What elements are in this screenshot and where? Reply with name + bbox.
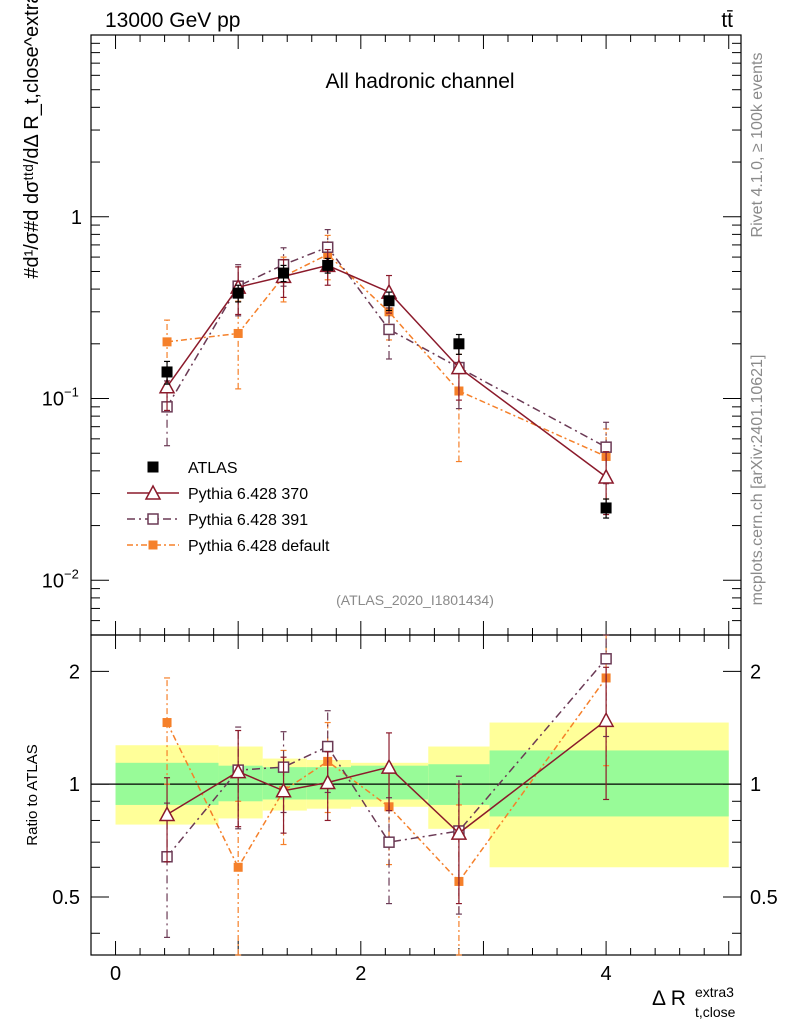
mcplots-label: mcplots.cern.ch [arXiv:2401.10621] bbox=[749, 355, 766, 606]
data-point bbox=[384, 837, 394, 847]
main-y-tick-label: 1 bbox=[71, 207, 82, 229]
legend: ATLAS Pythia 6.428 370 Pythia 6.428 391 Pyt… bbox=[127, 460, 330, 555]
x-axis-label: Δ R extra3 t,close bbox=[652, 984, 736, 1020]
data-point bbox=[163, 718, 172, 727]
ratio-y-tick-label-right: 0.5 bbox=[750, 887, 778, 909]
data-point bbox=[162, 366, 173, 377]
process-label: tt̄ bbox=[721, 9, 733, 32]
ratio-ylabel: Ratio to ATLAS bbox=[24, 744, 41, 845]
legend-entry-atlas: ATLAS bbox=[148, 460, 238, 477]
x-label-sup: extra3 bbox=[695, 984, 734, 1000]
legend-marker bbox=[148, 514, 158, 524]
x-tick-label: 4 bbox=[601, 963, 612, 985]
data-point bbox=[601, 654, 611, 664]
ratio-panel: 0 2 4 0.5 0.5 1 1 2 2 bbox=[52, 635, 778, 985]
uncertainty-band-inner bbox=[490, 750, 729, 816]
data-point bbox=[278, 268, 289, 279]
main-ylabel-text: #d¹/σ#d dσᵗᵗᵈ/dΔ R_t,close^extra3 bbox=[21, 0, 43, 279]
legend-entry-p391: Pythia 6.428 391 bbox=[127, 512, 308, 529]
legend-entry-pdef: Pythia 6.428 default bbox=[127, 538, 330, 555]
analysis-id: (ATLAS_2020_I1801434) bbox=[336, 592, 494, 608]
legend-marker bbox=[149, 541, 158, 550]
x-label-sub: t,close bbox=[695, 1004, 736, 1020]
x-tick-label: 2 bbox=[355, 963, 366, 985]
rivet-label: Rivet 4.1.0, ≥ 100k events bbox=[749, 53, 766, 238]
data-point bbox=[453, 338, 464, 349]
chart-figure: 13000 GeV pp tt̄ Rivet 4.1.0, ≥ 100k eve… bbox=[0, 0, 786, 1024]
data-point bbox=[234, 863, 243, 872]
main-y-tick-exponent: −2 bbox=[64, 566, 79, 581]
series-atlas bbox=[162, 258, 612, 518]
ratio-y-tick-label-right: 1 bbox=[750, 774, 761, 796]
data-point bbox=[384, 324, 394, 334]
main-y-tick-label: 10 bbox=[42, 389, 64, 411]
data-point bbox=[163, 337, 172, 346]
data-point bbox=[322, 260, 333, 271]
data-point bbox=[599, 713, 613, 726]
chart-title: All hadronic channel bbox=[325, 70, 514, 93]
series-line bbox=[167, 247, 606, 447]
x-tick-label: 0 bbox=[110, 963, 121, 985]
legend-marker bbox=[148, 462, 159, 473]
data-point bbox=[601, 502, 612, 513]
legend-label: Pythia 6.428 default bbox=[188, 538, 330, 555]
ratio-y-tick-label-right: 2 bbox=[750, 661, 761, 683]
legend-entry-p370: Pythia 6.428 370 bbox=[127, 486, 308, 503]
data-point bbox=[384, 295, 395, 306]
legend-label: Pythia 6.428 370 bbox=[188, 486, 308, 503]
data-point bbox=[601, 442, 611, 452]
data-point bbox=[323, 742, 333, 752]
ratio-y-tick-label-left: 2 bbox=[69, 661, 80, 683]
main-y-tick-exponent: −1 bbox=[64, 385, 79, 400]
energy-label: 13000 GeV pp bbox=[105, 9, 240, 32]
x-label-main: Δ R bbox=[652, 987, 686, 1010]
ratio-y-tick-label-left: 1 bbox=[69, 774, 80, 796]
legend-label: ATLAS bbox=[188, 460, 238, 477]
data-point bbox=[599, 470, 613, 483]
main-ylabel: #d¹/σ#d dσᵗᵗᵈ/dΔ R_t,close^extra3 bbox=[21, 0, 43, 279]
data-point bbox=[234, 329, 243, 338]
legend-label: Pythia 6.428 391 bbox=[188, 512, 308, 529]
main-y-tick-label: 10 bbox=[42, 570, 64, 592]
data-point bbox=[233, 288, 244, 299]
ratio-y-tick-label-left: 0.5 bbox=[52, 887, 80, 909]
series-p391 bbox=[162, 230, 611, 484]
